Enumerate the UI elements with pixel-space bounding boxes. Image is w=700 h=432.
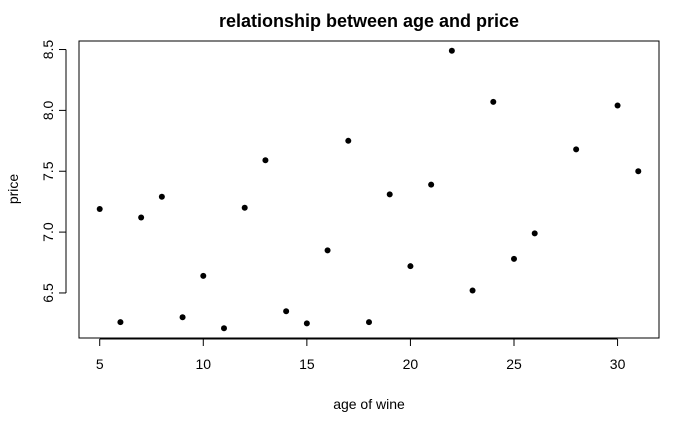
data-point [221,325,227,332]
data-point [407,263,414,270]
data-point [283,308,290,315]
data-point [345,137,352,144]
data-point [241,204,248,211]
y-tick-label: 7.5 [40,161,56,181]
y-tick-label: 8.0 [40,100,56,120]
data-points [96,47,642,332]
y-tick-label: 6.5 [40,283,56,303]
x-tick-label: 20 [403,356,419,372]
x-tick-label: 30 [610,356,626,372]
x-tick-label: 5 [96,356,104,372]
data-point [138,214,145,221]
data-point [511,255,517,262]
plot-area [78,40,660,339]
x-tick-label: 15 [299,356,315,372]
x-axis-label: age of wine [333,396,405,412]
data-point [96,205,103,212]
data-point [428,181,435,188]
x-tick-label: 25 [506,356,522,372]
data-point [366,319,372,326]
data-point [200,272,207,279]
y-axis-label: price [5,174,21,205]
data-point [635,168,642,175]
data-point [324,247,331,254]
data-point [303,320,310,327]
x-axis: 5 10 15 20 25 30 [96,338,626,372]
data-point [117,319,124,326]
y-tick-label: 8.5 [40,40,56,60]
data-point [573,146,580,153]
data-point [469,287,476,294]
data-point [448,47,455,54]
data-point [179,314,186,321]
y-tick-label: 7.0 [40,222,56,242]
data-point [531,230,538,237]
data-point [490,98,497,105]
chart-title: relationship between age and price [219,11,519,31]
data-point [614,102,621,109]
x-tick-label: 10 [195,356,211,372]
data-point [158,193,165,200]
data-point [386,191,393,198]
data-point [262,157,269,164]
y-axis: 6.5 7.0 7.5 8.0 8.5 [40,40,67,303]
